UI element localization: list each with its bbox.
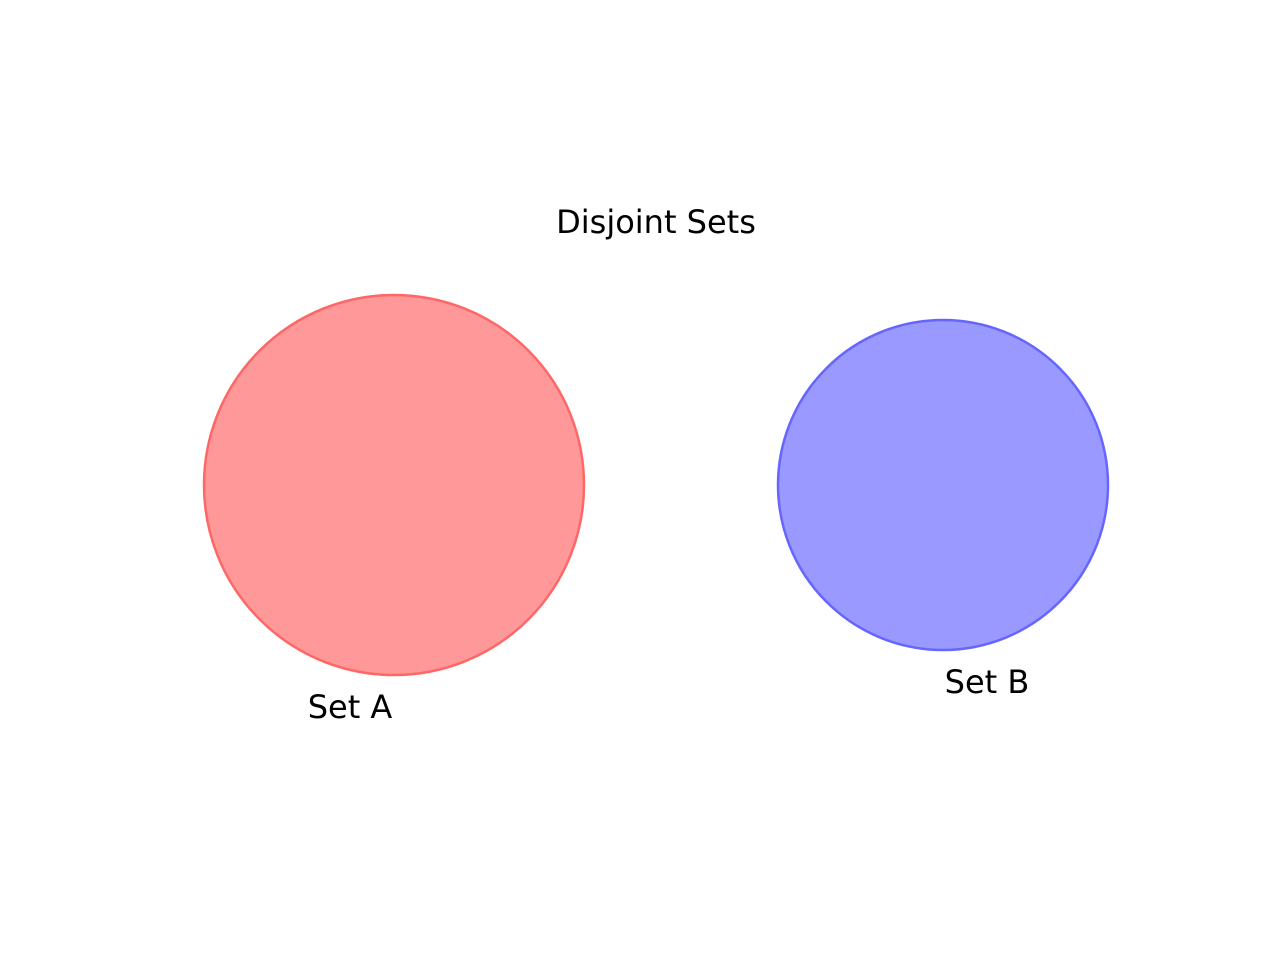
diagram-title: Disjoint Sets — [556, 203, 756, 241]
set-b-label: Set B — [945, 663, 1030, 701]
set-b-circle — [776, 318, 1110, 652]
set-a-circle — [202, 293, 586, 677]
set-a-label: Set A — [308, 688, 393, 726]
